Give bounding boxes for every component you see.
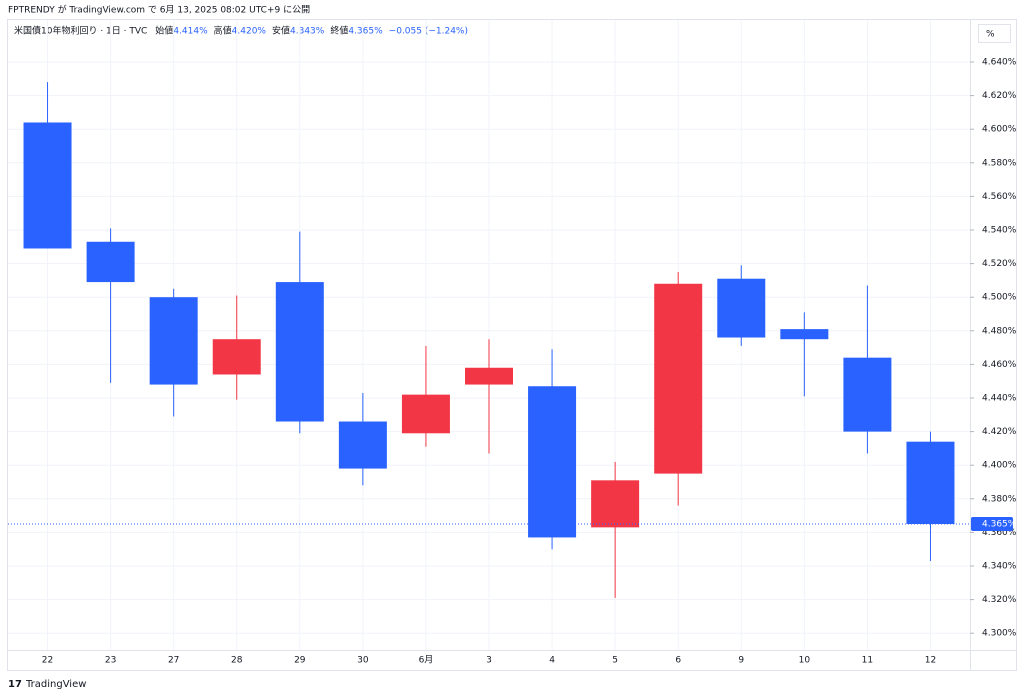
- x-tick-label: 3: [486, 656, 492, 666]
- x-tick-label: 29: [294, 656, 306, 666]
- y-tick-label: 4.500%: [982, 293, 1017, 303]
- candle-body: [401, 394, 450, 434]
- x-tick-label: 10: [799, 656, 811, 666]
- x-tick-label: 11: [862, 656, 873, 666]
- x-tick-label: 6: [675, 656, 681, 666]
- y-tick-label: 4.480%: [982, 326, 1017, 336]
- candle-body: [23, 122, 72, 249]
- y-tick-label: 4.640%: [982, 58, 1017, 68]
- change: −0.055 (−1.24%): [389, 27, 468, 37]
- branding: TradingView: [25, 679, 86, 690]
- y-tick-label: 4.600%: [982, 125, 1017, 135]
- ohlc-label: 始値: [155, 25, 173, 37]
- y-tick-label: 4.300%: [982, 629, 1017, 639]
- ohlc-label: 安値: [272, 25, 290, 37]
- y-tick-label: 4.560%: [982, 192, 1017, 202]
- x-tick-label: 27: [168, 656, 179, 666]
- last-price-box: [971, 517, 1013, 531]
- unit: %: [986, 30, 995, 40]
- ohlc-value: 4.414%: [173, 27, 208, 37]
- y-tick-label: 4.400%: [982, 461, 1017, 471]
- y-tick-label: 4.580%: [982, 158, 1017, 168]
- x-tick-label: 28: [231, 656, 243, 666]
- ohlc-label: 終値: [330, 25, 348, 37]
- y-tick-label: 4.460%: [982, 360, 1017, 370]
- y-tick-label: 4.380%: [982, 494, 1017, 504]
- ohlc-value: 4.420%: [232, 27, 267, 37]
- candle-body: [843, 357, 892, 432]
- symbol: 米国債10年物利回り · 1日 · TVC: [14, 25, 147, 37]
- candle-body: [338, 421, 387, 469]
- y-tick-label: 4.340%: [982, 562, 1017, 572]
- y-tick-label: 4.520%: [982, 259, 1017, 269]
- unit-box: [978, 24, 1011, 43]
- last-price-label: 4.365%: [982, 520, 1017, 530]
- ohlc-label: 高値: [214, 25, 232, 37]
- candle-body: [149, 297, 198, 385]
- y-tick-label: 4.320%: [982, 595, 1017, 605]
- x-tick-label: 4: [549, 656, 555, 666]
- x-tick-label: 5: [612, 656, 618, 666]
- candle-body: [275, 282, 324, 422]
- y-tick-label: 4.360%: [982, 528, 1017, 538]
- x-tick-label: 12: [925, 656, 936, 666]
- x-tick-label: 23: [105, 656, 116, 666]
- candle-body: [654, 283, 703, 474]
- x-tick-label: 9: [738, 656, 744, 666]
- candle-body: [528, 386, 577, 538]
- candle-body: [86, 241, 135, 283]
- y-tick-label: 4.420%: [982, 427, 1017, 437]
- x-tick-label: 30: [357, 656, 369, 666]
- candle-body: [212, 339, 261, 375]
- y-tick-label: 4.540%: [982, 226, 1017, 236]
- candle-body: [780, 329, 829, 340]
- header: FPTRENDY が TradingView.com で 6月 13, 2025…: [8, 4, 310, 16]
- candle-body: [906, 441, 955, 524]
- ohlc-value: 4.343%: [290, 27, 325, 37]
- y-tick-label: 4.620%: [982, 91, 1017, 101]
- x-tick-label: 22: [42, 656, 53, 666]
- ohlc-value: 4.365%: [348, 27, 383, 37]
- candle-body: [717, 278, 766, 338]
- candle-body: [591, 480, 640, 528]
- logo: 17: [8, 679, 22, 690]
- y-tick-label: 4.440%: [982, 394, 1017, 404]
- x-tick-label: 6月: [419, 655, 434, 666]
- candle-body: [465, 367, 513, 385]
- frame: [7, 19, 1017, 671]
